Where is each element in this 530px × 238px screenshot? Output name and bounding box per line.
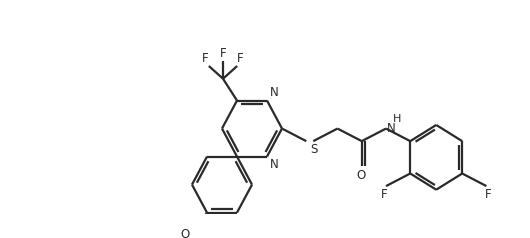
Text: F: F <box>237 52 244 65</box>
Text: N: N <box>270 86 279 99</box>
Text: O: O <box>181 228 190 238</box>
Text: S: S <box>310 143 317 156</box>
Text: N: N <box>387 122 396 135</box>
Text: N: N <box>270 158 279 171</box>
Text: F: F <box>381 188 387 201</box>
Text: F: F <box>485 188 492 201</box>
Text: O: O <box>356 169 365 182</box>
Text: F: F <box>220 47 226 60</box>
Text: F: F <box>202 52 209 65</box>
Text: H: H <box>393 114 401 124</box>
